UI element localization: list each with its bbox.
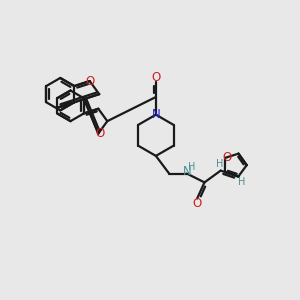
Text: O: O [85,75,94,88]
Text: O: O [151,71,160,84]
Text: N: N [182,165,191,178]
Text: O: O [95,127,104,140]
Text: O: O [222,152,231,164]
Text: H: H [238,177,246,188]
Text: H: H [188,162,196,172]
Text: O: O [193,197,202,210]
Text: H: H [215,159,223,169]
Text: N: N [152,108,160,121]
